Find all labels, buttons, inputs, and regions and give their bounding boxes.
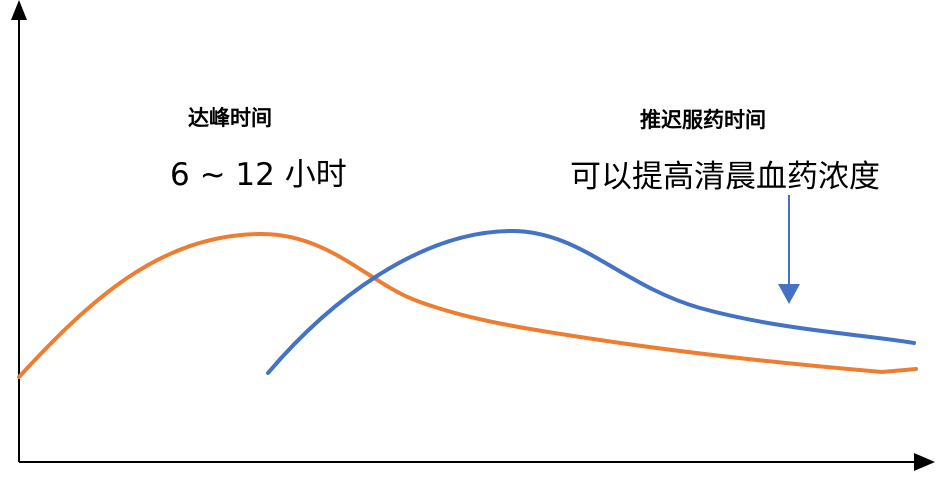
x-axis bbox=[19, 453, 935, 471]
y-axis bbox=[11, 0, 27, 462]
delayed-dosing-label: 推迟服药时间 bbox=[640, 108, 766, 132]
orange-concentration-curve bbox=[17, 231, 918, 379]
pointer-arrowhead bbox=[778, 284, 800, 304]
peak-time-label: 达峰时间 bbox=[188, 106, 272, 130]
y-axis-arrowhead bbox=[11, 0, 27, 20]
x-axis-arrowhead bbox=[914, 453, 935, 471]
morning-concentration-note: 可以提高清晨血药浓度 bbox=[570, 159, 880, 195]
pointer-arrow bbox=[778, 195, 800, 304]
blue-concentration-curve bbox=[266, 228, 916, 375]
peak-time-range: 6 ~ 12 小时 bbox=[170, 157, 347, 193]
